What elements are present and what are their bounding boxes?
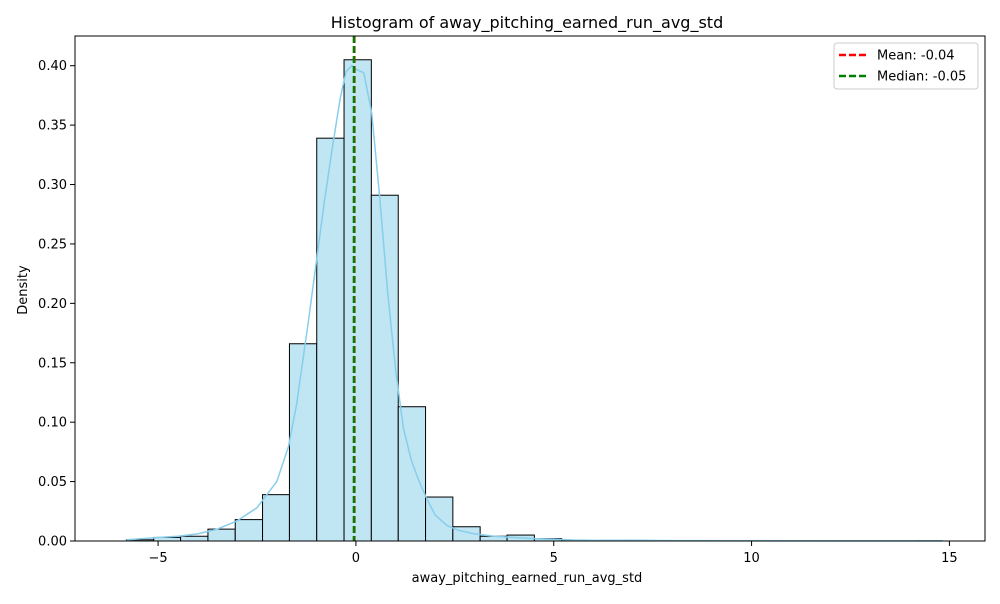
plot-frame [75,36,985,541]
x-axis-label: away_pitching_earned_run_avg_std [412,571,643,586]
y-axis-label: Density [16,265,31,315]
y-tick-label: 0.25 [38,237,67,252]
y-tick-label: 0.20 [38,297,67,312]
y-tick-label: 0.40 [38,59,67,74]
x-tick-label: 5 [550,551,558,566]
y-tick-label: 0.35 [38,119,67,134]
x-tick-label: 0 [352,551,360,566]
histogram-bar [235,520,262,541]
x-tick-label: 10 [743,551,760,566]
histogram-bar [398,407,425,541]
legend-label: Median: -0.05 [877,70,966,85]
legend: Mean: -0.04 Median: -0.05 [834,43,978,89]
kde-curve [126,66,942,541]
chart-title: Histogram of away_pitching_earned_run_av… [331,13,723,33]
y-axis-ticks: 0.00 0.05 0.10 0.15 0.20 0.25 0.30 0.35 0.40 [38,59,75,549]
histogram-bar [371,195,398,541]
histogram-bar [344,60,371,541]
y-tick-label: 0.10 [38,416,67,431]
kde-group [126,66,942,541]
bars-group [126,60,942,541]
y-tick-label: 0.05 [38,475,67,490]
x-tick-label: −5 [149,551,168,566]
histogram-bar [289,344,316,541]
x-axis-ticks: −5 0 5 10 15 [149,541,958,566]
y-tick-label: 0.00 [38,535,67,550]
x-tick-label: 15 [941,551,958,566]
histogram-bar [317,138,344,541]
y-tick-label: 0.30 [38,178,67,193]
histogram-bar [181,536,208,541]
histogram-bar [263,495,290,541]
y-tick-label: 0.15 [38,356,67,371]
legend-label: Mean: -0.04 [877,49,955,64]
